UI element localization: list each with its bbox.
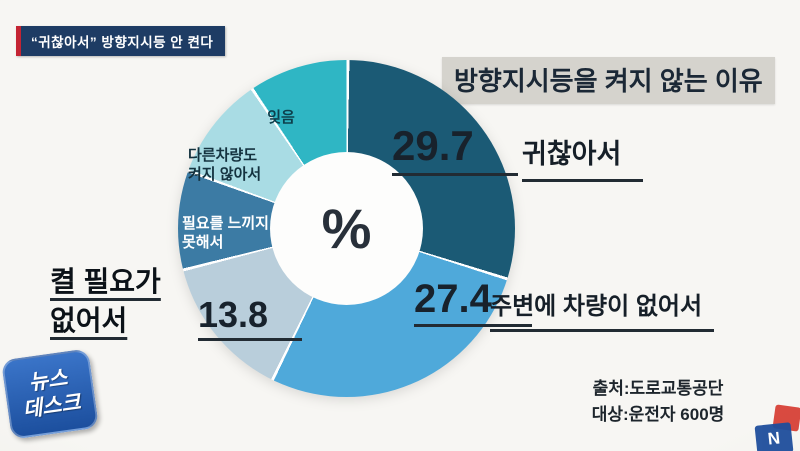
value-annoying: 29.7 — [392, 123, 518, 177]
chart-title: 방향지시등을 켜지 않는 이유 — [442, 57, 775, 104]
percent-symbol: % — [321, 197, 372, 260]
slice-label-others-dont-signal: 다른차량도 켜지 않아서 — [188, 147, 262, 184]
broadcaster-logo: N — [744, 404, 800, 451]
label-no-cars-around: 주변에 차량이 없어서 — [490, 286, 715, 332]
value-no-need: 13.8 — [198, 296, 302, 341]
donut-chart: % — [178, 60, 515, 397]
label-no-need: 켤 필요가 없어서 — [50, 266, 161, 337]
headline-badge: “귀찮아서” 방향지시등 안 켠다 — [16, 26, 226, 56]
donut-center: % — [270, 152, 423, 305]
value-no-cars-around: 27.4 — [414, 278, 532, 327]
slice-label-forgot: 잊음 — [267, 109, 295, 126]
target-line: 대상:운전자 600명 — [591, 405, 725, 425]
broadcaster-logo-blue-shape: N — [754, 422, 794, 451]
slice-label-no-need-felt: 필요를 느끼지 못해서 — [182, 215, 269, 252]
headline-badge-text: “귀찮아서” 방향지시등 안 켠다 — [31, 35, 214, 50]
label-annoying: 귀찮아서 — [522, 132, 644, 182]
source-line: 출처:도로교통공단 — [592, 379, 724, 398]
broadcaster-logo-letter: N — [766, 428, 782, 449]
newsdesk-logo: 뉴스 데스크 — [0, 348, 100, 440]
source-note: 출처:도로교통공단 대상:운전자 600명 — [548, 376, 768, 429]
